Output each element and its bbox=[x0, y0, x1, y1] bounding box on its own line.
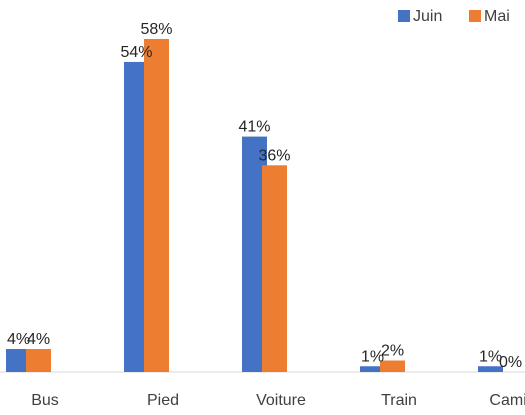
chart-legend: Juin Mai bbox=[398, 8, 510, 25]
data-label-juin-train: 1% bbox=[361, 348, 384, 365]
bar-juin-bus bbox=[6, 349, 31, 372]
bar-mai-pied bbox=[144, 38, 169, 372]
x-tick-bus: Bus bbox=[31, 392, 59, 409]
data-label-mai-pied: 58% bbox=[140, 21, 172, 38]
x-tick-pied: Pied bbox=[147, 392, 179, 409]
legend-label-mai: Mai bbox=[484, 8, 510, 25]
x-tick-train: Train bbox=[381, 392, 417, 409]
x-tick-voiture: Voiture bbox=[256, 392, 306, 409]
data-label-juin-camion: 1% bbox=[479, 348, 502, 365]
data-label-mai-bus: 4% bbox=[27, 331, 50, 348]
bars-group bbox=[6, 38, 503, 372]
x-tick-camion: Camion bbox=[489, 392, 525, 409]
legend-swatch-juin bbox=[398, 10, 410, 22]
x-tick-labels: Bus Pied Voiture Train Camion bbox=[31, 392, 525, 409]
data-label-mai-camion: 0% bbox=[499, 354, 522, 371]
legend-swatch-mai bbox=[469, 10, 481, 22]
bar-mai-train bbox=[380, 360, 405, 372]
data-labels-group: 4%4%54%58%41%36%1%2% 1%0% bbox=[7, 21, 522, 371]
bar-juin-camion bbox=[478, 366, 503, 372]
data-label-juin-pied: 54% bbox=[120, 44, 152, 61]
data-label-juin-bus: 4% bbox=[7, 331, 30, 348]
data-label-juin-voiture: 41% bbox=[238, 119, 270, 136]
data-label-mai-voiture: 36% bbox=[258, 147, 290, 164]
bar-juin-train bbox=[360, 366, 385, 372]
bar-mai-bus bbox=[26, 349, 51, 372]
data-label-mai-train: 2% bbox=[381, 343, 404, 360]
legend-label-juin: Juin bbox=[413, 8, 442, 25]
bar-mai-voiture bbox=[262, 165, 287, 372]
